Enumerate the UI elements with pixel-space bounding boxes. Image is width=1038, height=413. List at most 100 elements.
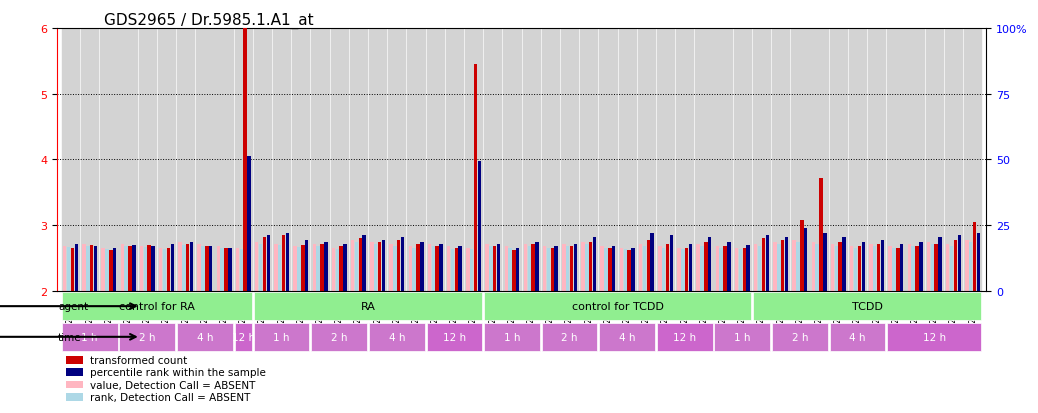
Bar xyxy=(880,240,884,291)
Bar xyxy=(585,244,589,291)
Bar xyxy=(244,29,247,291)
Bar xyxy=(90,245,93,291)
Bar xyxy=(428,244,431,291)
Bar xyxy=(132,245,136,291)
Bar xyxy=(201,247,204,291)
Bar xyxy=(791,29,809,291)
Bar xyxy=(224,249,227,291)
Bar xyxy=(728,242,731,291)
Bar xyxy=(75,244,78,291)
FancyBboxPatch shape xyxy=(235,323,252,351)
Bar xyxy=(432,247,435,291)
Text: 4 h: 4 h xyxy=(388,332,405,342)
Bar xyxy=(527,247,531,291)
Bar xyxy=(608,249,611,291)
Bar xyxy=(977,233,980,291)
Bar xyxy=(503,29,521,291)
Bar xyxy=(439,244,442,291)
Bar xyxy=(665,244,670,291)
Bar xyxy=(445,29,463,291)
Bar xyxy=(926,29,943,291)
Bar xyxy=(305,240,308,291)
Bar xyxy=(113,249,116,291)
Bar xyxy=(378,242,381,291)
Bar xyxy=(850,247,853,291)
Bar xyxy=(566,247,570,291)
Bar xyxy=(854,249,857,291)
Bar xyxy=(489,247,493,291)
Bar xyxy=(435,247,439,291)
Bar xyxy=(934,244,938,291)
Bar xyxy=(601,247,604,291)
Bar xyxy=(695,29,712,291)
Bar xyxy=(581,242,584,291)
Bar xyxy=(267,235,270,291)
Bar xyxy=(907,244,911,291)
Bar xyxy=(657,29,675,291)
Text: 12 h: 12 h xyxy=(443,332,466,342)
Bar xyxy=(624,250,627,291)
Bar xyxy=(742,249,746,291)
Bar xyxy=(273,29,291,291)
Bar xyxy=(254,29,271,291)
Bar xyxy=(637,29,655,291)
Bar xyxy=(407,29,425,291)
Text: 2 h: 2 h xyxy=(562,332,578,342)
Bar xyxy=(312,244,316,291)
Bar xyxy=(512,250,516,291)
Bar xyxy=(497,244,500,291)
Bar xyxy=(311,29,329,291)
Bar xyxy=(849,29,866,291)
Bar xyxy=(236,249,239,291)
Bar xyxy=(382,240,385,291)
Bar xyxy=(938,237,941,291)
FancyBboxPatch shape xyxy=(829,323,885,351)
Bar xyxy=(542,29,559,291)
Bar xyxy=(796,242,799,291)
Bar xyxy=(359,239,362,291)
Bar xyxy=(247,157,251,291)
Bar xyxy=(196,29,214,291)
Bar xyxy=(766,235,769,291)
Bar xyxy=(301,245,304,291)
Bar xyxy=(536,242,539,291)
Text: 2 h: 2 h xyxy=(139,332,156,342)
Bar xyxy=(739,250,742,291)
Bar xyxy=(816,244,819,291)
Bar xyxy=(368,29,386,291)
Bar xyxy=(401,237,405,291)
Bar xyxy=(258,244,263,291)
Text: rank, Detection Call = ABSENT: rank, Detection Call = ABSENT xyxy=(89,392,250,402)
FancyBboxPatch shape xyxy=(484,293,750,320)
Text: time: time xyxy=(58,332,82,342)
Bar xyxy=(627,250,631,291)
Bar xyxy=(812,242,815,291)
Bar xyxy=(800,220,803,291)
Bar xyxy=(466,249,469,291)
Bar xyxy=(170,244,174,291)
FancyBboxPatch shape xyxy=(254,323,309,351)
Bar xyxy=(554,247,557,291)
Bar xyxy=(220,249,224,291)
Bar xyxy=(792,240,796,291)
Bar xyxy=(509,249,512,291)
Bar xyxy=(758,247,761,291)
Bar xyxy=(746,245,749,291)
Bar xyxy=(685,249,688,291)
Bar xyxy=(66,356,83,364)
Bar xyxy=(263,237,266,291)
Bar xyxy=(206,247,209,291)
Bar xyxy=(351,240,354,291)
Bar xyxy=(839,242,842,291)
Bar xyxy=(374,244,378,291)
Bar xyxy=(278,245,281,291)
Text: 1 h: 1 h xyxy=(503,332,520,342)
Bar xyxy=(893,249,896,291)
Bar xyxy=(143,248,147,291)
Bar xyxy=(473,65,477,291)
Bar xyxy=(179,242,182,291)
FancyBboxPatch shape xyxy=(772,323,827,351)
Bar xyxy=(823,233,826,291)
FancyBboxPatch shape xyxy=(753,293,981,320)
Bar xyxy=(388,29,406,291)
